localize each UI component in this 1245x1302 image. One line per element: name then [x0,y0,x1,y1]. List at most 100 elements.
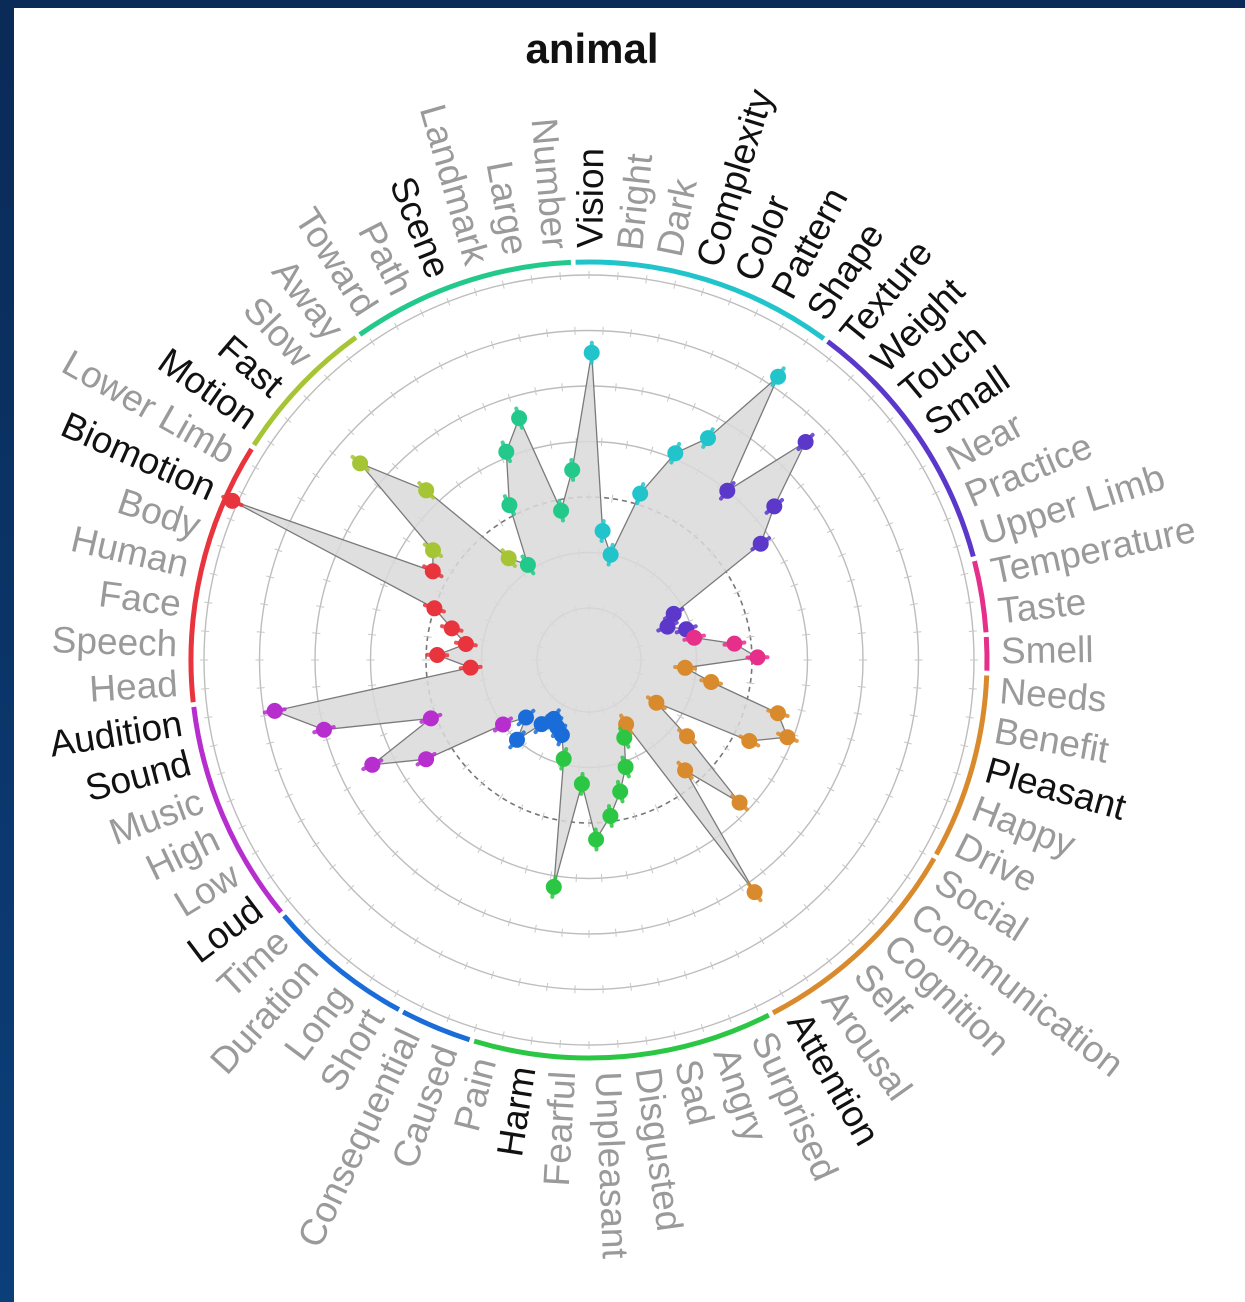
grid-tick [853,712,862,715]
grid-tick [759,868,766,876]
grid-tick [267,440,275,446]
grid-tick [782,921,788,929]
grid-tick [457,897,463,906]
grid-tick [779,989,784,998]
grid-tick [932,824,940,830]
data-point-cognition [731,794,748,811]
grid-tick [759,375,765,384]
grid-tick [692,779,699,787]
data-point-touch [766,498,783,515]
grid-tick [390,391,396,399]
grid-tick [329,864,337,870]
grid-tick [657,978,660,987]
grid-tick [918,465,927,470]
grid-tick [767,777,776,783]
grid-tick [700,1023,705,1032]
grid-tick [826,528,835,534]
grid-tick [753,1003,759,1011]
grid-tick [695,845,701,853]
grid-tick [826,355,832,363]
grid-tick [838,762,846,767]
grid-tick [645,275,648,284]
grid-tick [347,428,355,436]
grid-tick [368,409,375,417]
grid-tick [546,329,549,338]
data-point-self [677,762,694,779]
grid-tick [343,786,352,792]
grid-tick [390,921,396,929]
grid-tick [379,732,388,737]
data-point-landmark [511,410,528,427]
grid-tick [266,575,275,579]
grid-tick [201,630,210,632]
grid-tick [498,519,504,527]
grid-tick [797,709,806,712]
grid-tick [464,350,469,359]
grid-tick [709,961,714,970]
grid-tick [434,428,440,436]
data-point-sad [612,783,629,800]
data-point-toward [519,556,536,573]
data-point-pleasant [769,705,786,722]
category-arc-spatial [358,259,572,337]
grid-tick [256,631,265,633]
grid-tick [379,583,388,588]
grid-tick [303,395,311,402]
grid-tick [332,762,340,767]
grid-tick [329,450,337,456]
grid-tick [841,864,849,870]
grid-tick [813,505,821,511]
grid-tick [801,633,811,636]
grid-tick [746,635,755,638]
grid-tick [886,417,894,423]
grid-tick [790,583,799,588]
grid-tick [367,684,377,687]
grid-tick [312,472,320,479]
grid-tick [423,635,432,638]
grid-tick [419,1003,425,1011]
data-point-dark [602,546,619,563]
grid-tick [482,403,487,411]
grid-tick [297,818,306,824]
grid-tick [803,903,810,911]
data-point-vision [583,344,600,361]
grid-tick [741,612,750,616]
grid-tick [217,544,226,549]
data-point-arousal [746,884,763,901]
category-arc-causal [401,1009,471,1043]
grid-tick [797,830,805,837]
grid-tick [238,490,246,496]
grid-tick [369,974,375,982]
grid-tick [952,544,961,549]
grid-tick [538,752,544,761]
grid-tick [394,322,399,331]
data-point-motion [425,542,441,559]
grid-tick [797,608,806,611]
grid-tick [473,1023,478,1032]
data-point-disgusted [602,808,619,824]
grid-tick [968,688,977,690]
grid-tick [767,537,776,543]
grid-tick [617,1039,619,1048]
grid-tick [209,572,218,576]
data-point-audition [266,702,283,719]
grid-tick [803,409,810,417]
data-point-needs [677,659,694,676]
grid-tick [402,777,411,783]
chart-title: animal [525,25,658,72]
grid-tick [372,608,381,611]
grid-tick [322,737,331,742]
category-arc-audition [191,706,284,914]
grid-tick [885,793,894,798]
data-point-small [752,535,769,552]
grid-tick [324,938,331,946]
grid-tick [943,798,952,803]
grid-tick [826,786,835,792]
grid-tick [413,936,419,945]
grid-tick [735,361,740,370]
grid-tick [434,884,440,892]
grid-tick [826,957,832,965]
grid-tick [438,950,443,959]
grid-tick [530,275,533,284]
grid-tick [683,971,688,980]
